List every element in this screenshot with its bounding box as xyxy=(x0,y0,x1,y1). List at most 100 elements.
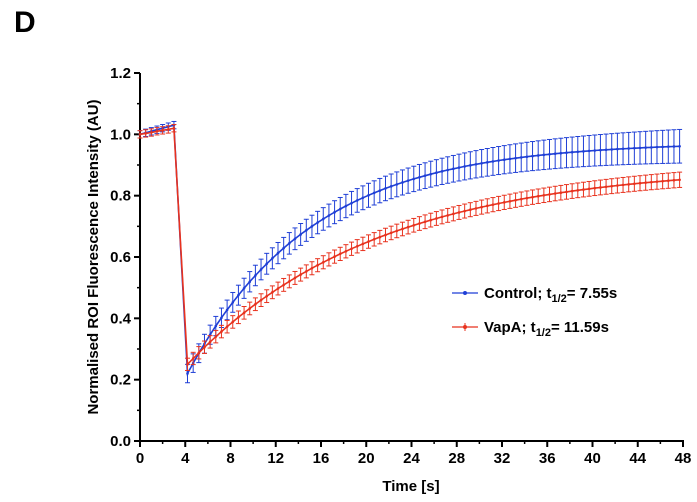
legend-label-subscript: 1/2 xyxy=(551,293,566,305)
data-point xyxy=(525,155,529,159)
data-point xyxy=(536,194,540,198)
data-point xyxy=(638,146,642,150)
legend-entry: Control; t1/2= 7.55s xyxy=(452,285,617,305)
data-point xyxy=(650,146,653,149)
legend: Control; t1/2= 7.55s VapA; t1/2= 11.59s xyxy=(452,285,617,339)
data-point xyxy=(242,311,246,315)
data-point xyxy=(502,158,506,162)
data-point xyxy=(435,217,438,220)
data-point xyxy=(616,147,619,151)
data-point xyxy=(627,183,630,186)
data-point xyxy=(161,129,164,132)
data-point xyxy=(327,258,331,261)
data-point xyxy=(401,227,404,231)
data-point xyxy=(491,160,495,163)
data-point xyxy=(372,191,376,195)
series-layer xyxy=(137,120,683,384)
data-point xyxy=(519,197,523,201)
data-point xyxy=(633,146,636,150)
data-point xyxy=(565,151,568,154)
data-point xyxy=(367,240,370,243)
data-point xyxy=(276,251,280,255)
data-point xyxy=(446,214,450,217)
data-point xyxy=(661,179,664,183)
data-point xyxy=(599,148,602,152)
series-line xyxy=(139,124,680,377)
data-point xyxy=(644,146,647,149)
data-point xyxy=(508,157,512,161)
data-point xyxy=(621,147,625,151)
legend-label-main: Control; t xyxy=(484,285,551,302)
data-point xyxy=(474,162,478,166)
x-tick-label: 40 xyxy=(584,450,601,467)
data-point xyxy=(508,199,512,203)
data-point xyxy=(225,308,229,312)
data-point xyxy=(214,324,218,328)
data-point xyxy=(514,198,517,202)
data-point xyxy=(599,186,602,189)
data-point xyxy=(144,132,147,135)
legend-entry: VapA; t1/2= 11.59s xyxy=(452,319,609,339)
data-point xyxy=(367,193,370,197)
data-point xyxy=(610,148,614,151)
data-point xyxy=(666,145,670,148)
data-point xyxy=(469,208,472,211)
panel-letter: D xyxy=(14,6,36,39)
data-point xyxy=(616,184,619,187)
data-point xyxy=(542,193,546,197)
data-point xyxy=(412,223,416,227)
x-tick-label: 48 xyxy=(675,450,692,467)
data-point xyxy=(429,218,433,222)
data-point xyxy=(644,181,647,184)
y-tick-label: 0.0 xyxy=(110,433,131,450)
data-point xyxy=(548,152,551,156)
data-point xyxy=(299,273,302,276)
data-point xyxy=(514,156,517,160)
axes: 0 4 8 12 16 20 24 28 32 36 40 44 480.00.20.40.60.81.… xyxy=(110,65,691,467)
data-point xyxy=(242,287,246,290)
data-point xyxy=(553,192,557,195)
data-point xyxy=(361,242,365,246)
data-point xyxy=(469,164,472,167)
data-point xyxy=(593,186,597,190)
data-point xyxy=(355,244,359,248)
data-point xyxy=(457,166,461,169)
data-point xyxy=(429,172,433,176)
data-point xyxy=(384,187,387,190)
data-point xyxy=(395,183,399,186)
data-point xyxy=(678,144,681,148)
data-point xyxy=(576,189,580,192)
data-point xyxy=(372,238,376,241)
data-point xyxy=(463,209,466,213)
data-point xyxy=(638,181,642,185)
x-tick-label: 28 xyxy=(448,450,465,467)
data-point xyxy=(559,191,563,194)
data-point xyxy=(361,196,365,200)
y-tick-label: 0.8 xyxy=(110,188,131,205)
data-point xyxy=(304,229,308,232)
data-point xyxy=(423,220,427,224)
data-point xyxy=(661,145,664,149)
x-tick-label: 44 xyxy=(629,450,646,467)
data-point xyxy=(293,276,297,280)
data-point xyxy=(350,247,353,251)
data-point xyxy=(288,242,291,245)
data-point xyxy=(265,262,269,266)
data-point xyxy=(525,196,529,200)
data-point xyxy=(271,290,274,294)
data-point xyxy=(423,174,427,177)
data-point xyxy=(576,150,580,154)
data-point xyxy=(321,217,325,221)
data-point xyxy=(666,179,670,182)
data-point xyxy=(457,211,461,214)
x-tick-label: 4 xyxy=(181,450,190,467)
data-point xyxy=(231,320,235,324)
data-point xyxy=(338,252,342,256)
data-point xyxy=(672,145,676,148)
data-point xyxy=(271,256,274,260)
x-tick-label: 32 xyxy=(494,450,511,467)
data-point xyxy=(519,156,523,159)
data-point xyxy=(225,325,229,328)
data-point xyxy=(389,231,393,235)
data-point xyxy=(186,363,189,366)
